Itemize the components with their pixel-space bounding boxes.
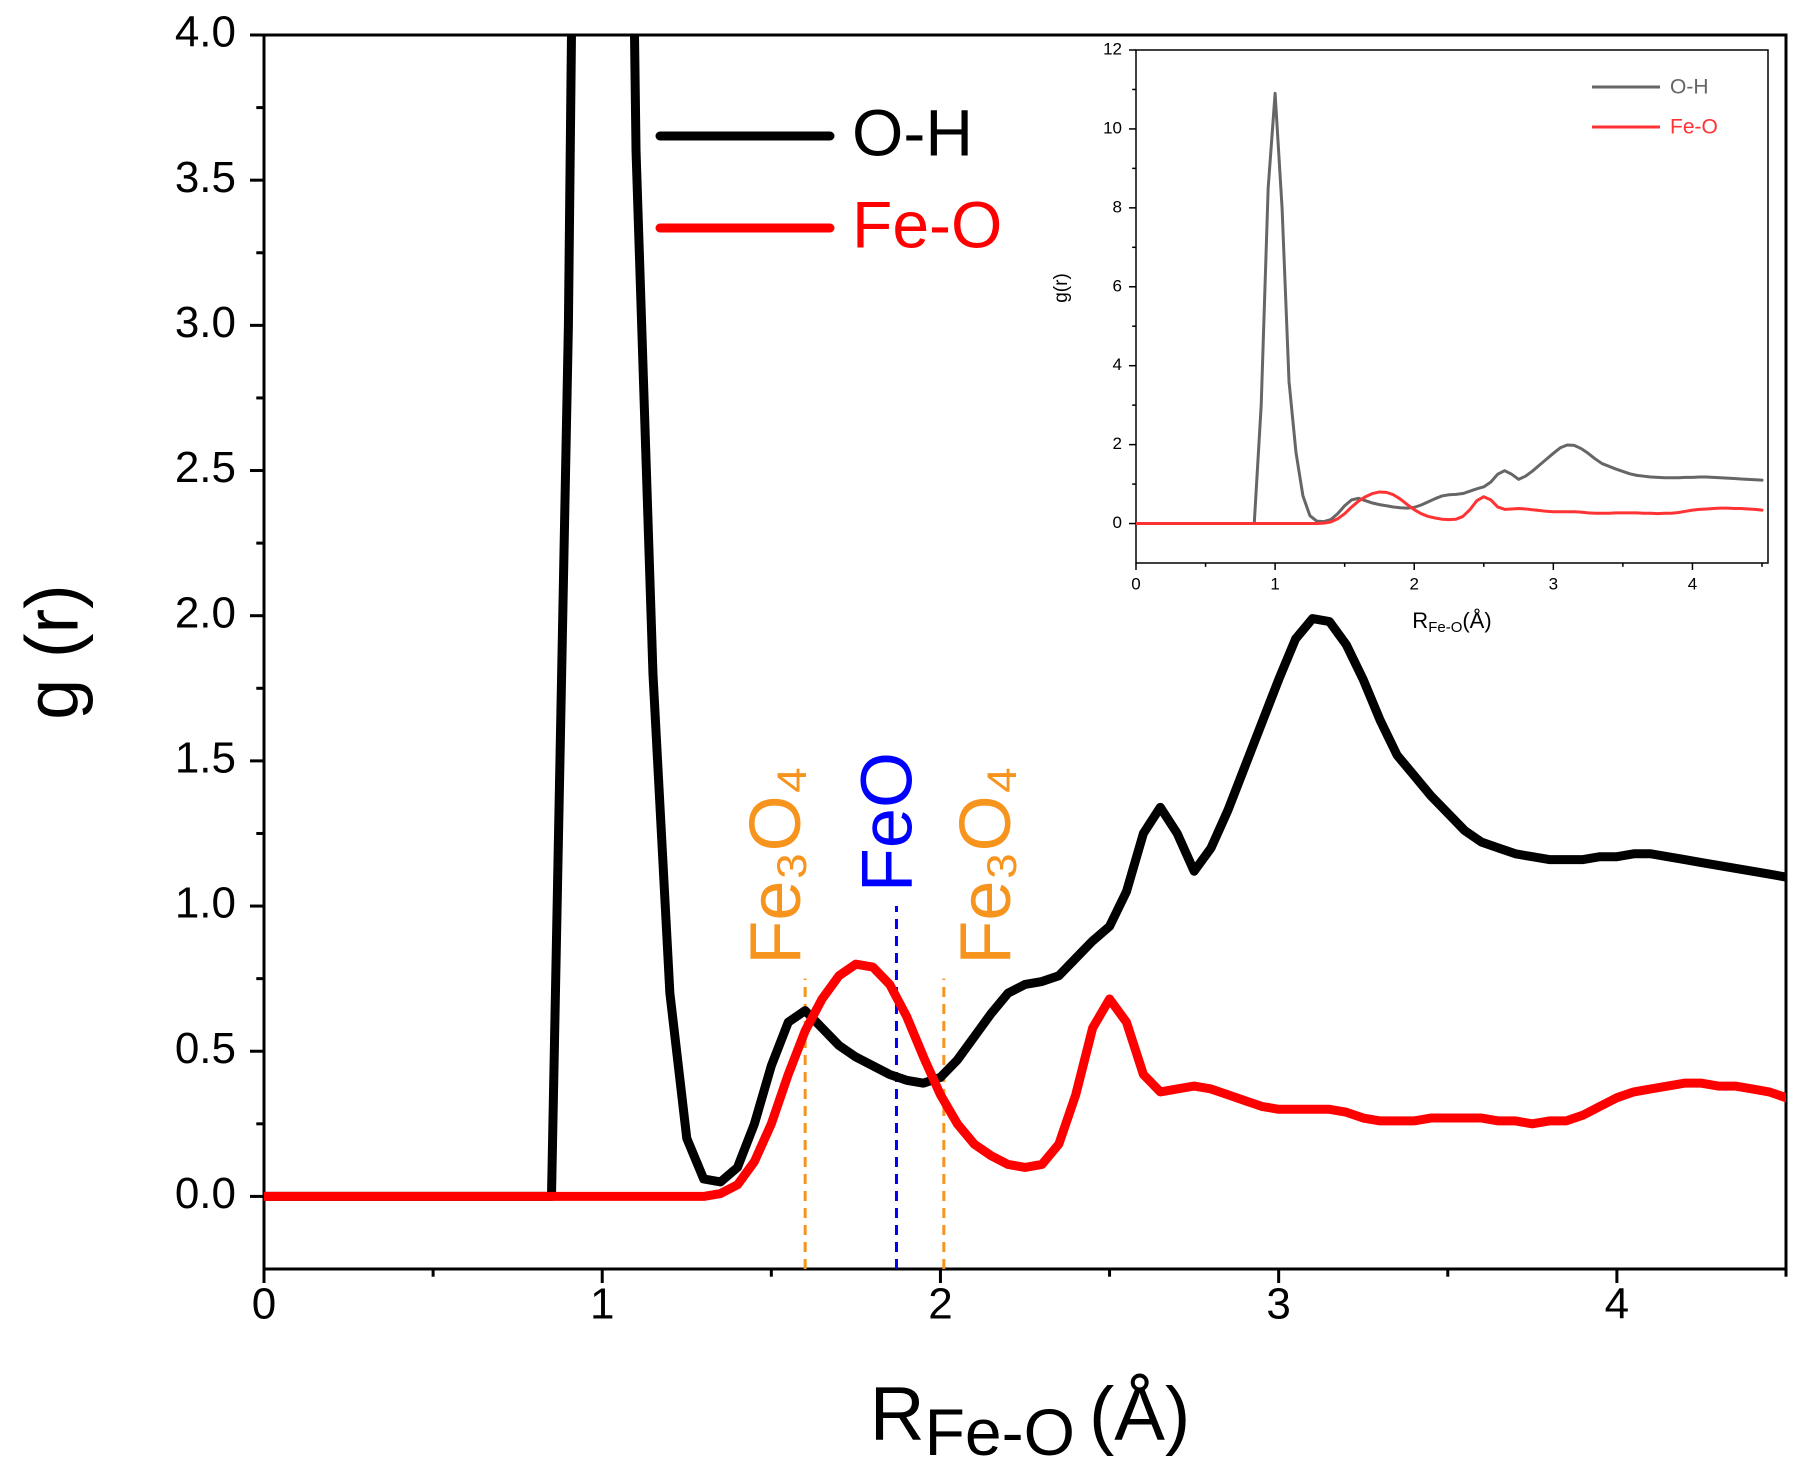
- plot-lines: [264, 35, 1786, 1201]
- x-tick-label: 3: [1266, 1280, 1290, 1329]
- y-tick-label: 2: [1113, 434, 1122, 453]
- y-tick-label: 10: [1103, 118, 1122, 137]
- y-tick-label: 0.5: [175, 1024, 236, 1073]
- y-tick-label: 12: [1103, 39, 1122, 58]
- y-axis-label: g (r): [11, 584, 94, 720]
- x-tick-label: 1: [1270, 574, 1279, 593]
- y-tick-label: 0: [1113, 513, 1122, 532]
- y-tick-label: 4.0: [175, 8, 236, 57]
- series-line: [264, 959, 1786, 1201]
- legend-label: O-H: [852, 95, 973, 169]
- x-tick-label: 4: [1688, 574, 1697, 593]
- x-axis-label: RFe-O (Å): [870, 1372, 1191, 1466]
- y-tick-label: 3.0: [175, 298, 236, 347]
- inset-x-axis-label-sub: Fe-O: [1428, 619, 1462, 636]
- x-tick-label: 2: [1409, 574, 1418, 593]
- y-tick-label: 6: [1113, 276, 1122, 295]
- x-axis-label-main: R: [870, 1372, 925, 1457]
- annotation-label: FeO: [847, 752, 927, 892]
- inset-y-axis-label: g(r): [1051, 273, 1072, 303]
- inset-x-axis-label: RFe-O(Å): [1412, 608, 1491, 636]
- x-tick-label: 0: [252, 1280, 276, 1329]
- inset-legend-label: O-H: [1670, 76, 1709, 99]
- x-axis-label-sub: Fe-O: [925, 1395, 1075, 1466]
- x-tick-label: 2: [928, 1280, 952, 1329]
- series-line: [1136, 490, 1764, 526]
- x-tick-label: 0: [1131, 574, 1140, 593]
- inset-x-axis-label-unit: (Å): [1462, 608, 1491, 633]
- annotation-label: Fe₃O₄: [946, 766, 1026, 965]
- y-tick-label: 4: [1113, 355, 1122, 374]
- x-axis-label-unit: (Å): [1089, 1372, 1190, 1457]
- y-tick-label: 3.5: [175, 153, 236, 202]
- y-tick-label: 2.5: [175, 443, 236, 492]
- y-tick-label: 8: [1113, 197, 1122, 216]
- x-tick-label: 4: [1605, 1280, 1629, 1329]
- x-tick-label: 1: [590, 1280, 614, 1329]
- plot-frame: [262, 33, 1788, 1271]
- legend-label: Fe-O: [852, 187, 1002, 261]
- y-tick-label: 1.5: [175, 734, 236, 783]
- inset-lines: [1136, 91, 1764, 526]
- y-tick-label: 2.0: [175, 588, 236, 637]
- y-tick-label: 0.0: [175, 1169, 236, 1218]
- x-tick-label: 3: [1549, 574, 1558, 593]
- y-tick-label: 1.0: [175, 879, 236, 928]
- inset-legend-label: Fe-O: [1670, 116, 1718, 139]
- inset-x-axis-label-main: R: [1412, 608, 1428, 633]
- annotation-label: Fe₃O₄: [736, 766, 816, 965]
